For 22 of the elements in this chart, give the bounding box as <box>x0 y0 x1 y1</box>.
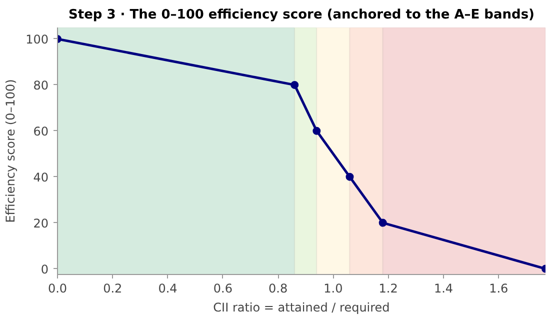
x-tick-label: 0.6 <box>213 282 232 296</box>
x-tick-label: 0.4 <box>158 282 178 296</box>
x-tick-label: 1.0 <box>324 282 343 296</box>
point <box>312 126 321 135</box>
x-tick-label: 0.0 <box>48 282 68 296</box>
y-tick-label: 60 <box>33 124 49 138</box>
point <box>290 80 299 89</box>
x-axis-title: CII ratio = attained / required <box>213 300 390 314</box>
y-tick-label: 20 <box>33 216 49 230</box>
y-tick-label: 100 <box>26 32 48 46</box>
y-tick-label: 80 <box>33 78 49 92</box>
y-axis-title: Efficiency score (0–100) <box>4 79 18 223</box>
y-tick-label: 0 <box>40 262 49 276</box>
x-tick-label: 1.6 <box>489 282 508 296</box>
x-tick-label: 0.8 <box>268 282 288 296</box>
chart-title: Step 3 · The 0–100 efficiency score (anchored to the A–E bands) <box>68 8 535 22</box>
x-tick-label: 0.2 <box>103 282 122 296</box>
y-tick-label: 40 <box>33 170 49 184</box>
x-tick-label: 1.2 <box>378 282 398 296</box>
x-tick-label: 1.4 <box>434 282 454 296</box>
point <box>378 218 387 227</box>
point <box>346 172 354 181</box>
